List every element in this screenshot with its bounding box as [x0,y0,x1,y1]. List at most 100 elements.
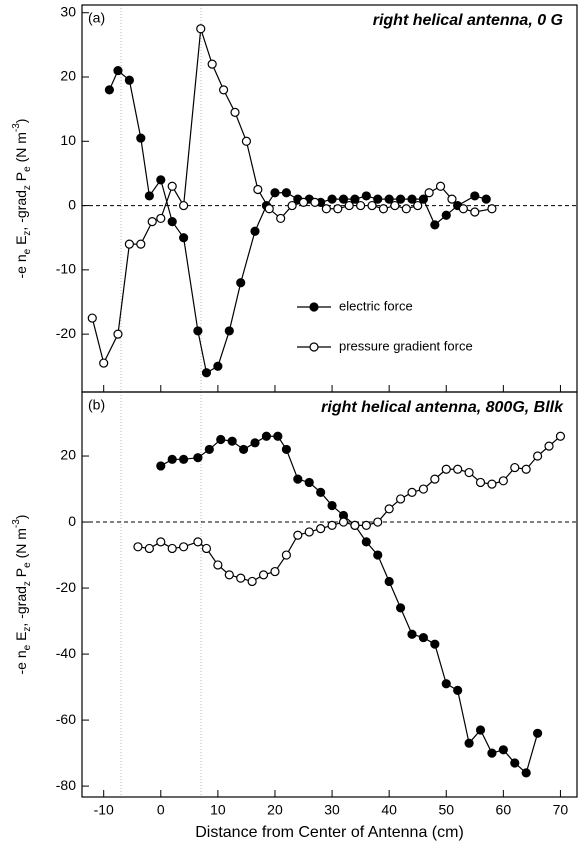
data-point [250,226,260,236]
data-point [179,542,189,552]
y-label-part: P [13,568,29,581]
data-point [344,200,354,211]
data-point [338,517,349,527]
data-point [167,543,177,554]
data-point [470,207,480,217]
data-point [87,313,97,323]
data-point [99,358,109,368]
data-point [521,768,531,778]
data-point [281,444,291,455]
data-point [224,326,234,336]
y-tick-label: -80 [56,777,76,793]
y-label-part: -3 [11,519,22,528]
y-tick-label: 10 [60,132,76,148]
y-tick-label: 0 [68,513,76,529]
data-point [458,204,468,214]
y-axis-label: -e ne Ez, -gradz Pe (N m-3) [11,119,33,279]
data-point [213,361,223,371]
data-point [555,431,566,441]
data-point [430,220,440,230]
data-point [413,200,423,211]
data-point [304,477,314,488]
data-point [247,576,257,587]
data-point [179,233,189,243]
data-point [533,728,543,738]
y-label-part: (N m [13,132,29,166]
y-axis-label: -e ne Ez, -gradz Pe (N m-3) [11,515,33,675]
data-point [321,204,331,214]
data-point [193,326,203,336]
x-tick-label: 20 [267,802,283,818]
data-point [304,527,314,537]
x-tick-label: 30 [324,802,340,818]
y-tick-label: 0 [68,196,76,212]
data-point [384,194,394,204]
data-point [230,107,240,117]
y-label-part: , -grad [13,190,29,230]
x-tick-label: 70 [553,802,569,818]
data-point [481,194,491,204]
panel-label: (a) [88,10,105,26]
data-point [270,188,280,198]
data-point [487,748,497,758]
data-point [310,197,320,207]
data-point [350,194,360,204]
y-label-part: -e n [13,254,29,278]
data-point [201,543,212,554]
data-point [407,487,417,497]
x-tick-label: 60 [496,802,512,818]
data-point [487,204,497,214]
data-point [464,738,474,748]
data-point [395,194,406,204]
data-point [227,436,237,446]
data-point [441,464,451,474]
y-label-part: (N m [13,528,29,562]
y-label-part: E [13,236,29,249]
y-tick-label: -40 [56,645,76,661]
data-point [361,520,371,530]
data-point [544,441,554,451]
data-point [147,217,157,227]
plot-frame [81,391,578,798]
y-label-part: e [22,562,33,568]
data-point [261,431,272,441]
data-point [218,85,229,95]
data-point [510,758,520,768]
y-label-part: e [22,248,33,254]
data-point [167,454,177,464]
data-point [327,194,337,204]
data-point [253,184,263,195]
data-point [204,444,214,455]
y-label-part: P [13,172,29,185]
data-point [487,479,497,489]
data-point [390,200,400,211]
data-point [241,136,252,146]
data-point [338,194,349,204]
data-point [435,181,446,191]
data-point [193,537,203,547]
y-label-part: z [22,231,33,236]
x-tick-label: 10 [210,802,226,818]
panel-label: (b) [88,397,105,413]
data-point [510,462,520,473]
data-point [293,530,303,540]
data-point [236,278,246,288]
data-point [441,210,451,220]
data-point [124,239,134,249]
data-point [144,543,154,554]
data-point [156,175,166,185]
legend-marker [309,342,319,352]
data-point [273,431,283,441]
data-point [453,464,463,474]
y-label-part: z [22,581,33,586]
data-point [470,191,480,201]
y-label-part: e [22,166,33,172]
y-label-part: -3 [11,123,22,132]
y-tick-label: -10 [56,261,76,277]
data-point [464,467,474,478]
data-point [373,194,383,204]
y-label-part: E [13,632,29,645]
data-point [475,725,486,735]
data-point [133,542,143,552]
panel-title: right helical antenna, 800G, Bllk [321,399,564,416]
